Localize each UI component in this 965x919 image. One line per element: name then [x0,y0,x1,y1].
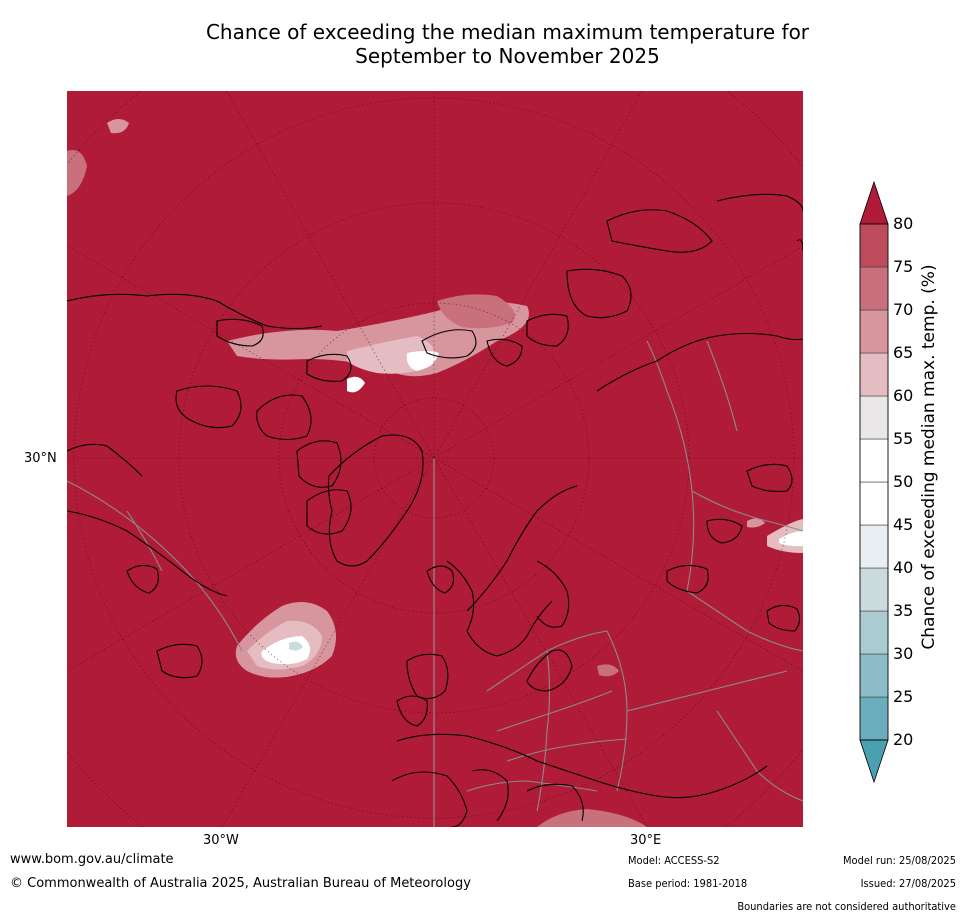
colorbar-bin-65-70 [860,310,888,353]
colorbar-bin-40-45 [860,525,888,568]
colorbar-tick-80: 80 [893,216,913,232]
colorbar-bin-60-65 [860,353,888,396]
colorbar-tick-70: 70 [893,302,913,318]
issued-text: Issued: 27/08/2025 [861,877,956,890]
copyright-text: © Commonwealth of Australia 2025, Austra… [10,876,471,891]
colorbar-tick-75: 75 [893,259,913,275]
map-title-line-2: September to November 2025 [100,44,915,68]
model-run-text: Model run: 25/08/2025 [843,854,956,867]
colorbar-tick-65: 65 [893,345,913,361]
longitude-label-30w: 30°W [203,833,239,848]
colorbar-bin-50-55 [860,439,888,482]
colorbar-bin-45-50 [860,482,888,525]
colorbar-extension-low [860,740,888,782]
colorbar-bin-30-35 [860,611,888,654]
colorbar-tick-20: 20 [893,732,913,748]
base-period-text: Base period: 1981-2018 [628,877,747,890]
colorbar-bin-55-60 [860,396,888,439]
colorbar-tick-45: 45 [893,517,913,533]
colorbar-tick-30: 30 [893,646,913,662]
colorbar-tick-55: 55 [893,431,913,447]
boundaries-disclaimer: Boundaries are not considered authoritat… [737,900,956,913]
map-title: Chance of exceeding the median maximum t… [100,20,915,68]
colorbar-title: Chance of exceeding median max. temp. (%… [919,237,939,677]
colorbar-tick-25: 25 [893,689,913,705]
colorbar-bin-75-80 [860,224,888,267]
map-title-line-1: Chance of exceeding the median maximum t… [100,20,915,44]
website-link[interactable]: www.bom.gov.au/climate [10,852,174,867]
map-svg [67,91,803,827]
model-text: Model: ACCESS-S2 [628,854,720,867]
colorbar-bin-25-30 [860,654,888,697]
colorbar-tick-60: 60 [893,388,913,404]
latitude-label-30n: 30°N [24,451,57,466]
colorbar-bin-35-40 [860,568,888,611]
colorbar-tick-40: 40 [893,560,913,576]
probability-map [67,91,803,827]
colorbar-bin-20-25 [860,697,888,740]
colorbar-tick-35: 35 [893,603,913,619]
colorbar-bin-70-75 [860,267,888,310]
colorbar-tick-50: 50 [893,474,913,490]
colorbar-extension-high [860,182,888,224]
longitude-label-30e: 30°E [630,833,661,848]
